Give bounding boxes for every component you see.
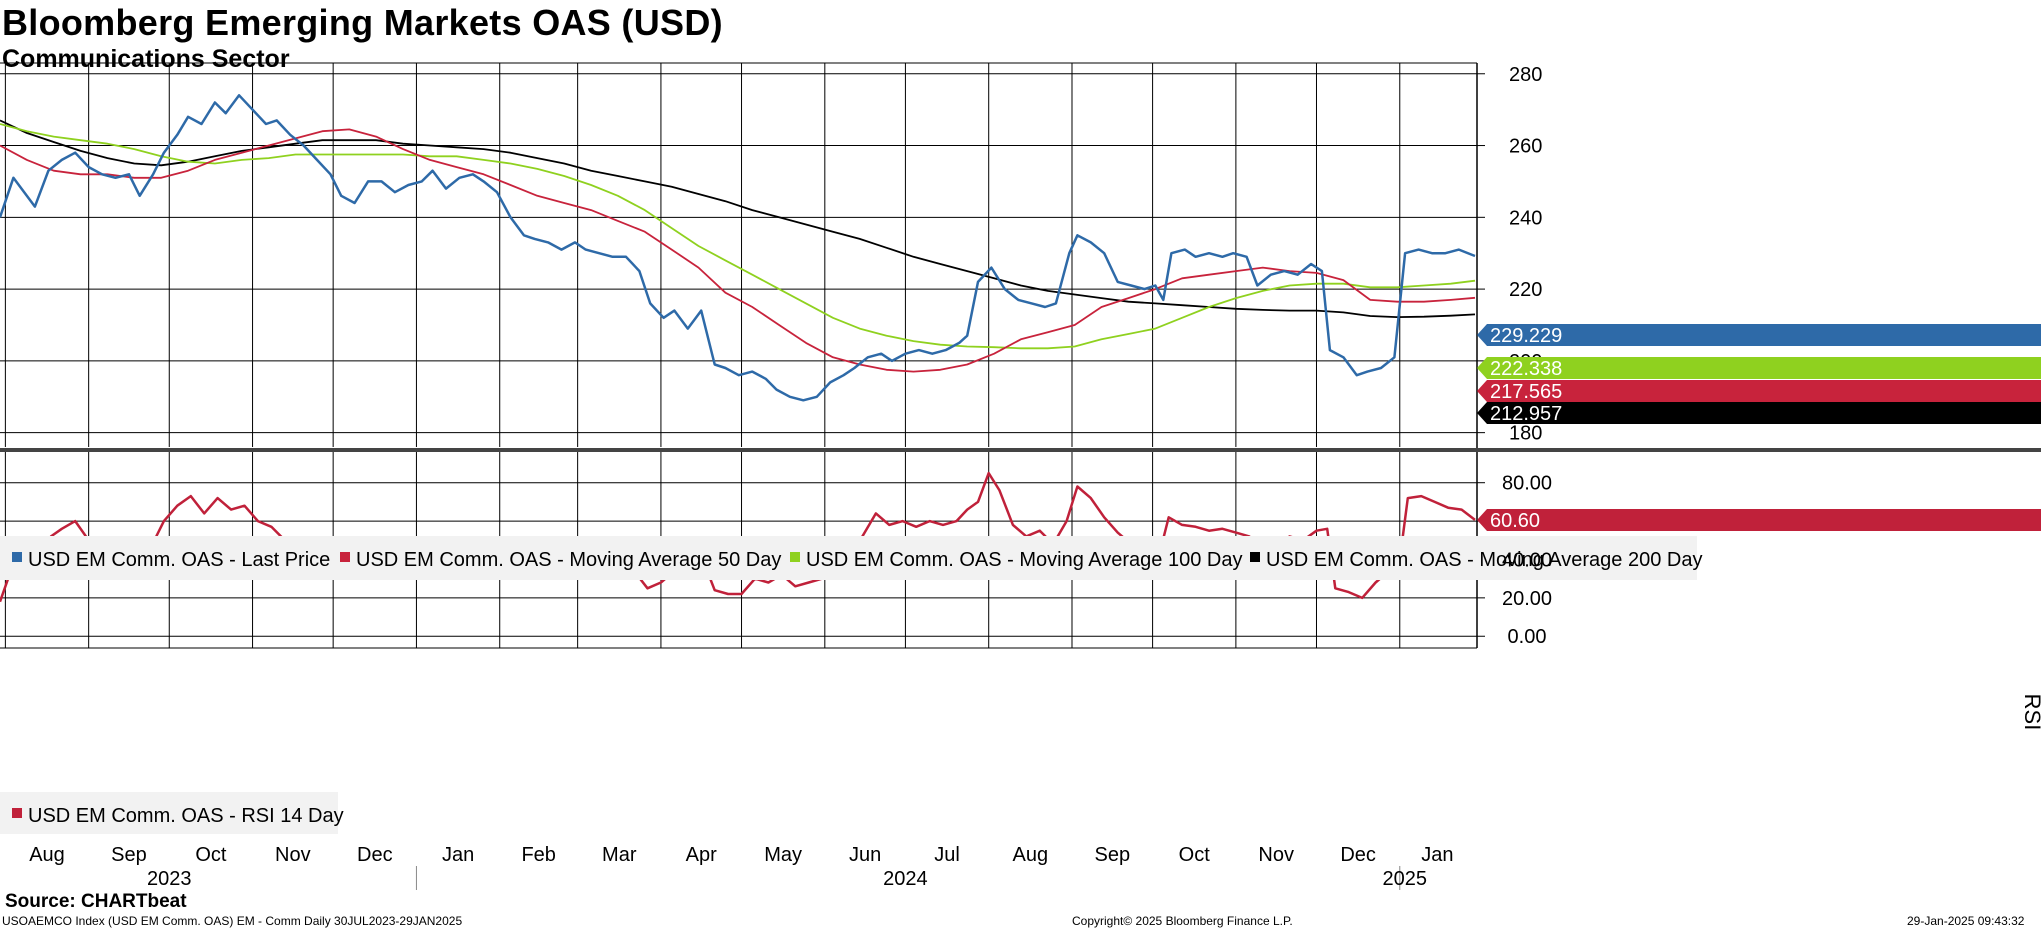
month-tick-label: Jun: [849, 844, 881, 866]
series-layer: [0, 94, 1476, 603]
legend-label: USD EM Comm. OAS - RSI 14 Day: [28, 805, 344, 827]
legend-swatch-ma100: [790, 552, 800, 562]
series-line-ma100: [0, 123, 1476, 350]
y-tick-label: 240: [1509, 207, 1542, 229]
legend-swatch-rsi: [12, 808, 22, 818]
legend-background: [0, 792, 338, 834]
rsi-axis-label: RSI: [2020, 694, 2041, 731]
year-label: 2024: [883, 868, 928, 890]
label-layer: Aug Sep Oct Nov Dec Jan Feb Mar Apr May Jun Jul Aug S…: [29, 64, 2041, 890]
chart-subtitle: Communications Sector: [2, 45, 290, 73]
ma200-tag: 212.957: [1477, 402, 2041, 425]
rsi-tick-label: 0.00: [1508, 626, 1547, 648]
legend-background: [0, 536, 1697, 580]
ma100-tag-value: 222.338: [1490, 358, 1562, 380]
month-tick-label: Aug: [1013, 844, 1049, 866]
ma50-tag-value: 217.565: [1490, 381, 1562, 403]
month-tick-label: Sep: [1094, 844, 1130, 866]
month-tick-label: Jan: [1421, 844, 1453, 866]
year-label: 2023: [147, 868, 192, 890]
ma50-tag-shape: [1477, 380, 2041, 402]
month-tick-label: Dec: [357, 844, 393, 866]
month-tick-label: Mar: [602, 844, 637, 866]
series-line-last_price: [0, 94, 1476, 402]
legend-swatch-ma50: [340, 552, 350, 562]
chart-title: Bloomberg Emerging Markets OAS (USD): [2, 2, 723, 43]
legend-label: USD EM Comm. OAS - Moving Average 50 Day: [356, 549, 781, 571]
source-label: Source: CHARTbeat: [5, 891, 187, 912]
panel-divider: [0, 448, 2041, 452]
rsi-tick-label: 40.00: [1502, 549, 1552, 571]
legend-layer: USD EM Comm. OAS - Last Price USD EM Comm…: [0, 536, 1702, 834]
month-tick-label: Oct: [1179, 844, 1211, 866]
month-tick-label: Oct: [195, 844, 227, 866]
series-line-rsi: [0, 471, 1476, 603]
last-price-tag: 229.229: [1477, 324, 2041, 347]
ma100-tag-shape: [1477, 357, 2041, 379]
legend-label: USD EM Comm. OAS - Moving Average 100 Da…: [806, 549, 1242, 571]
month-tick-label: Nov: [275, 844, 311, 866]
year-label: 2025: [1383, 868, 1428, 890]
month-tick-label: Apr: [686, 844, 717, 866]
legend-swatch-last_price: [12, 552, 22, 562]
ma50-tag: 217.565: [1477, 380, 2041, 403]
rsi-tag: 60.60: [1477, 508, 2041, 532]
ma200-tag-shape: [1477, 402, 2041, 424]
month-tick-label: May: [764, 844, 802, 866]
timestamp: 29-Jan-2025 09:43:32: [1907, 914, 2025, 928]
month-tick-label: Feb: [521, 844, 555, 866]
ma100-tag: 222.338: [1477, 357, 2041, 380]
rsi-tag-value: 60.60: [1490, 510, 1540, 532]
month-tick-label: Aug: [29, 844, 65, 866]
month-tick-label: Dec: [1340, 844, 1376, 866]
y-tick-label: 280: [1509, 64, 1542, 86]
rsi-tick-label: 80.00: [1502, 473, 1552, 495]
y-tick-label: 260: [1509, 136, 1542, 158]
month-tick-label: Jul: [934, 844, 960, 866]
y-tick-label: 220: [1509, 279, 1542, 301]
last-price-tag-shape: [1477, 324, 2041, 346]
series-line-ma200: [0, 119, 1476, 318]
month-tick-label: Jan: [442, 844, 474, 866]
rsi-tag-shape: [1477, 508, 2041, 531]
grid-layer: [0, 63, 1485, 890]
y-tick-label: 180: [1509, 423, 1542, 445]
legend-swatch-ma200: [1250, 552, 1260, 562]
ma200-tag-value: 212.957: [1490, 403, 1562, 425]
ticker-info: USOAEMCO Index (USD EM Comm. OAS) EM - C…: [2, 914, 463, 928]
month-tick-label: Nov: [1258, 844, 1294, 866]
legend-label: USD EM Comm. OAS - Moving Average 200 Da…: [1266, 549, 1702, 571]
last-price-tag-value: 229.229: [1490, 325, 1562, 347]
legend-label: USD EM Comm. OAS - Last Price: [28, 549, 330, 571]
copyright: Copyright© 2025 Bloomberg Finance L.P.: [1072, 914, 1293, 928]
series-line-ma50: [0, 128, 1476, 373]
month-tick-label: Sep: [111, 844, 147, 866]
rsi-tick-label: 20.00: [1502, 588, 1552, 610]
